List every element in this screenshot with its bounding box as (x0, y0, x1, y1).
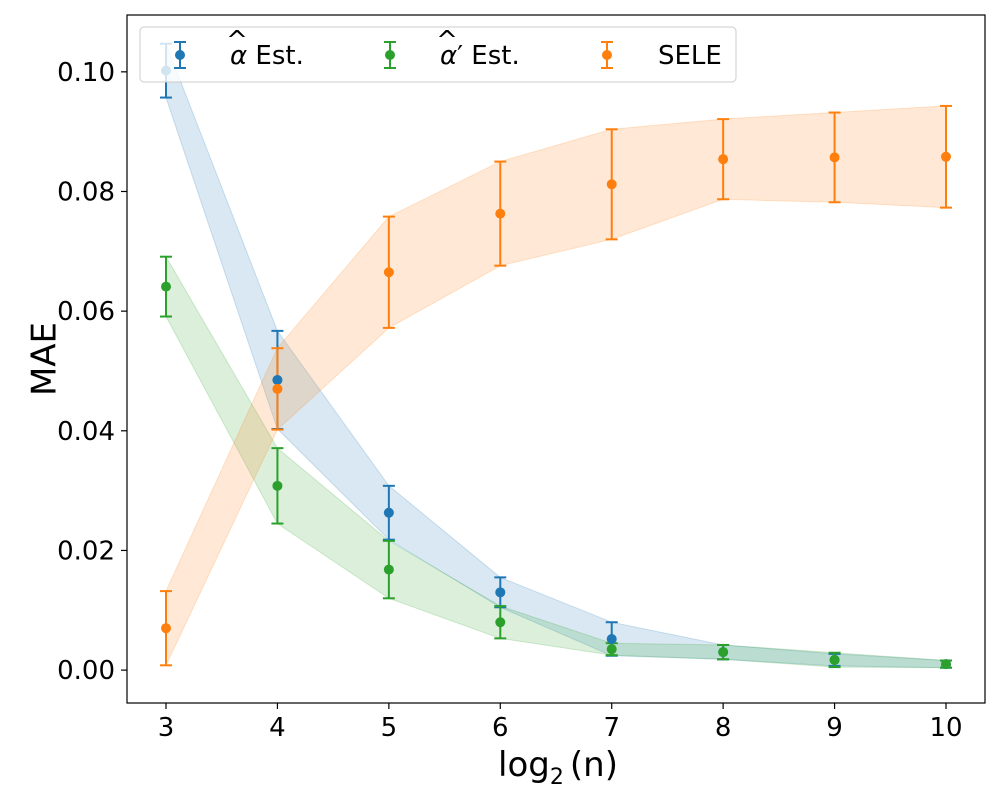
x-tick-label: 6 (492, 713, 509, 743)
x-axis-label: log2 (n) (498, 745, 618, 790)
y-tick-label: 0.08 (57, 177, 115, 207)
legend-label: α Est. (230, 41, 304, 71)
point-series-1 (383, 564, 394, 575)
legend-entry-2: SELE (601, 41, 722, 71)
point-series-2 (718, 154, 729, 165)
point-series-0 (606, 633, 617, 644)
x-tick-label: 7 (603, 713, 620, 743)
band-series-2 (165, 105, 947, 666)
x-tick-label: 10 (929, 713, 962, 743)
x-axis-label-log: log (498, 745, 550, 785)
y-tick-label: 0.10 (57, 58, 115, 88)
hat-accent: ^ (226, 26, 248, 56)
legend-entry-1: α′ Est.^ (384, 26, 520, 71)
point-series-1 (941, 659, 951, 670)
x-tick-label: 5 (381, 713, 398, 743)
x-axis-ticks: 3 4 5 6 7 8 9 10 (158, 703, 963, 743)
x-tick-label: 4 (269, 713, 286, 743)
point-series-1 (606, 644, 617, 655)
legend-label: α′ Est. (440, 41, 520, 71)
point-series-0 (383, 507, 394, 518)
x-axis-label-argument: (n) (570, 745, 618, 785)
confidence-bands (165, 43, 947, 669)
y-tick-label: 0.02 (57, 536, 115, 566)
point-series-1 (272, 480, 283, 491)
point-series-2 (383, 267, 394, 278)
x-tick-label: 3 (158, 713, 175, 743)
point-series-1 (495, 617, 506, 628)
point-series-2 (829, 152, 840, 163)
legend-marker (385, 50, 395, 60)
point-series-0 (495, 587, 506, 598)
point-series-2 (272, 383, 283, 394)
legend-box (139, 26, 737, 83)
point-series-2 (606, 179, 617, 190)
x-tick-label: 9 (826, 713, 843, 743)
x-tick-label: 8 (715, 713, 732, 743)
y-tick-label: 0.00 (57, 656, 115, 686)
point-series-0 (272, 374, 283, 385)
y-axis-label: MAE (25, 322, 65, 396)
point-series-2 (495, 208, 506, 219)
point-series-1 (718, 647, 729, 658)
x-axis-label-subscript: 2 (550, 765, 564, 790)
point-series-1 (829, 654, 840, 665)
data-points (161, 65, 951, 670)
y-tick-label: 0.04 (57, 417, 115, 447)
legend-marker (602, 50, 612, 60)
point-series-1 (161, 281, 171, 292)
y-axis-ticks: 0.00 0.02 0.04 0.06 0.08 0.10 (57, 58, 127, 686)
legend-marker (175, 50, 185, 60)
hat-accent: ^ (436, 26, 458, 56)
y-tick-label: 0.06 (57, 297, 115, 327)
point-series-2 (161, 623, 171, 634)
point-series-2 (941, 151, 951, 162)
legend-label: SELE (658, 41, 722, 71)
legend: α Est.^ α′ Est.^ SELE (139, 26, 737, 83)
plot-frame (126, 14, 986, 704)
legend-entry-0: α Est.^ (174, 26, 304, 71)
